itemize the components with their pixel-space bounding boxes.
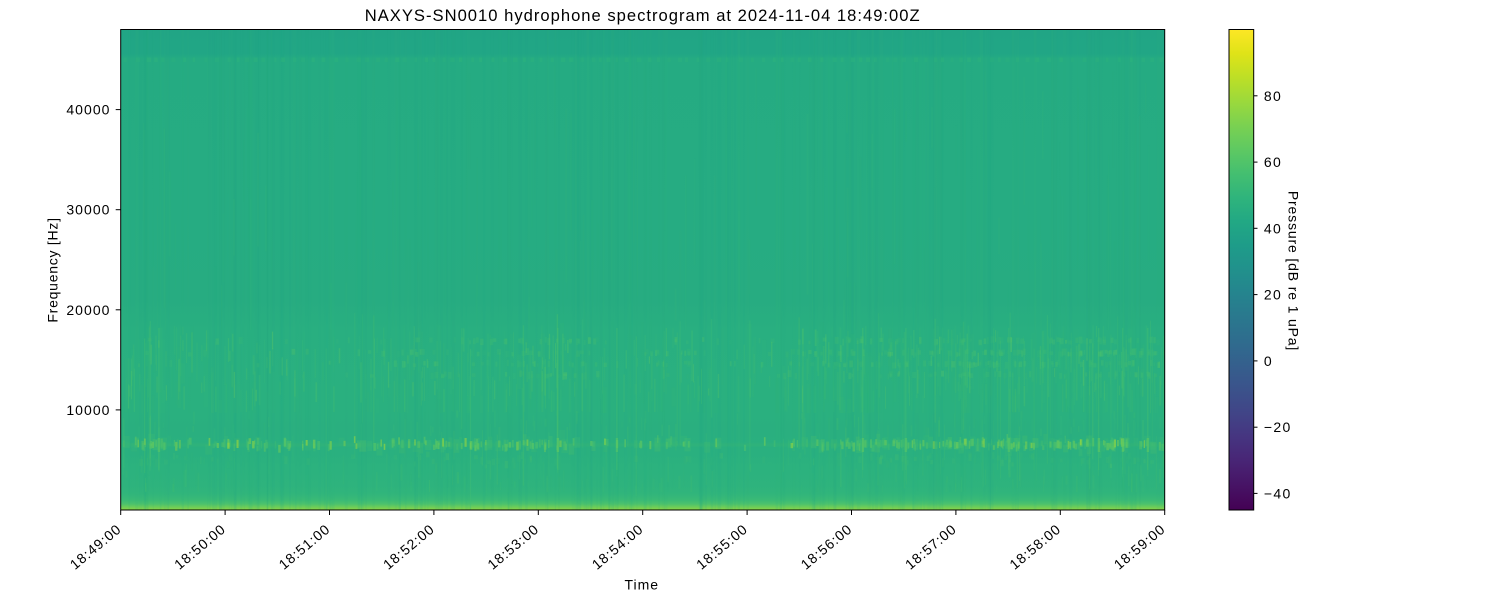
svg-text:NAXYS-SN0010 hydrophone spectr: NAXYS-SN0010 hydrophone spectrogram at 2… xyxy=(365,6,921,25)
svg-text:Time: Time xyxy=(625,577,660,593)
svg-text:Frequency [Hz]: Frequency [Hz] xyxy=(45,217,61,322)
svg-text:18:49:00: 18:49:00 xyxy=(67,521,125,573)
svg-text:0: 0 xyxy=(1264,353,1273,369)
svg-text:18:55:00: 18:55:00 xyxy=(693,521,751,573)
svg-text:20: 20 xyxy=(1264,287,1282,303)
svg-text:18:52:00: 18:52:00 xyxy=(380,521,438,573)
svg-text:10000: 10000 xyxy=(66,402,110,418)
svg-text:20000: 20000 xyxy=(66,302,110,318)
svg-text:18:50:00: 18:50:00 xyxy=(171,521,229,573)
svg-text:−40: −40 xyxy=(1264,485,1292,501)
svg-text:18:57:00: 18:57:00 xyxy=(902,521,960,573)
svg-text:40: 40 xyxy=(1264,220,1282,236)
svg-text:18:58:00: 18:58:00 xyxy=(1006,521,1064,573)
svg-text:18:59:00: 18:59:00 xyxy=(1111,521,1169,573)
svg-text:−20: −20 xyxy=(1264,419,1292,435)
svg-text:40000: 40000 xyxy=(66,102,110,118)
svg-text:18:51:00: 18:51:00 xyxy=(275,521,333,573)
svg-text:60: 60 xyxy=(1264,154,1282,170)
svg-text:80: 80 xyxy=(1264,88,1282,104)
svg-text:Pressure [dB re 1 uPa]: Pressure [dB re 1 uPa] xyxy=(1286,191,1302,351)
svg-text:30000: 30000 xyxy=(66,202,110,218)
svg-text:18:56:00: 18:56:00 xyxy=(797,521,855,573)
svg-text:18:53:00: 18:53:00 xyxy=(484,521,542,573)
svg-text:18:54:00: 18:54:00 xyxy=(589,521,647,573)
